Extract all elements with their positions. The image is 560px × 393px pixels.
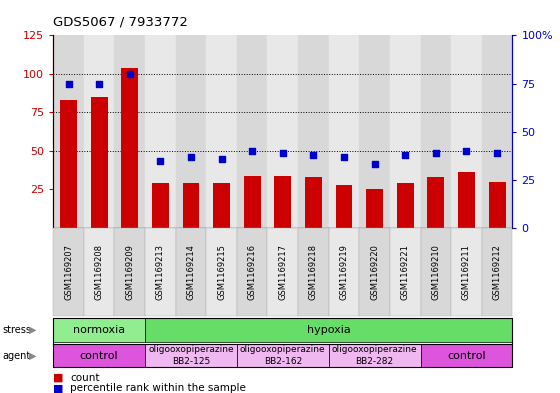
Text: agent: agent: [3, 351, 31, 361]
Point: [493, 150, 502, 156]
Text: GSM1169215: GSM1169215: [217, 244, 226, 300]
Text: GSM1169209: GSM1169209: [125, 244, 134, 300]
Point: [95, 80, 104, 86]
Text: oligooxopiperazine: oligooxopiperazine: [332, 345, 417, 354]
Point: [186, 154, 195, 160]
Point: [309, 152, 318, 158]
Bar: [298, 35, 329, 228]
Bar: [421, 35, 451, 228]
Bar: [489, 182, 506, 228]
Bar: [152, 183, 169, 228]
Point: [278, 150, 287, 156]
Bar: [53, 35, 84, 228]
Bar: [60, 100, 77, 228]
Text: GSM1169218: GSM1169218: [309, 244, 318, 300]
Text: GSM1169214: GSM1169214: [186, 244, 195, 300]
Text: BB2-162: BB2-162: [264, 357, 302, 366]
Text: GSM1169216: GSM1169216: [248, 244, 256, 300]
Text: ■: ■: [53, 383, 64, 393]
Bar: [329, 35, 360, 228]
Bar: [213, 183, 230, 228]
Bar: [206, 35, 237, 228]
Bar: [122, 68, 138, 228]
Text: BB2-282: BB2-282: [356, 357, 394, 366]
Point: [339, 154, 348, 160]
Bar: [397, 183, 414, 228]
Text: GSM1169208: GSM1169208: [95, 244, 104, 300]
Bar: [237, 35, 268, 228]
Bar: [451, 35, 482, 228]
Bar: [458, 173, 475, 228]
Text: GSM1169221: GSM1169221: [401, 244, 410, 300]
Bar: [305, 177, 322, 228]
Point: [217, 156, 226, 162]
Bar: [91, 97, 108, 228]
Point: [64, 80, 73, 86]
Point: [125, 71, 134, 77]
Text: GSM1169211: GSM1169211: [462, 244, 471, 300]
Text: GSM1169220: GSM1169220: [370, 244, 379, 300]
Text: count: count: [70, 373, 100, 383]
Point: [431, 150, 440, 156]
Bar: [366, 189, 383, 228]
Text: ■: ■: [53, 373, 64, 383]
Point: [370, 161, 379, 167]
Text: ▶: ▶: [29, 325, 36, 335]
Bar: [427, 177, 444, 228]
Bar: [360, 35, 390, 228]
Text: stress: stress: [3, 325, 32, 335]
Bar: [335, 185, 352, 228]
Text: GSM1169219: GSM1169219: [339, 244, 348, 300]
Bar: [176, 35, 206, 228]
Point: [156, 157, 165, 163]
Bar: [274, 176, 291, 228]
Text: percentile rank within the sample: percentile rank within the sample: [70, 383, 246, 393]
Bar: [390, 35, 421, 228]
Point: [401, 152, 410, 158]
Text: GSM1169212: GSM1169212: [493, 244, 502, 300]
Text: normoxia: normoxia: [73, 325, 125, 335]
Text: GDS5067 / 7933772: GDS5067 / 7933772: [53, 16, 188, 29]
Bar: [114, 35, 145, 228]
Text: hypoxia: hypoxia: [307, 325, 351, 335]
Point: [462, 148, 471, 154]
Text: ▶: ▶: [29, 351, 36, 361]
Bar: [482, 35, 512, 228]
Text: oligooxopiperazine: oligooxopiperazine: [240, 345, 325, 354]
Text: GSM1169210: GSM1169210: [431, 244, 440, 300]
Bar: [84, 35, 114, 228]
Bar: [183, 183, 199, 228]
Point: [248, 148, 256, 154]
Text: control: control: [447, 351, 486, 361]
Bar: [268, 35, 298, 228]
Text: oligooxopiperazine: oligooxopiperazine: [148, 345, 234, 354]
Text: BB2-125: BB2-125: [172, 357, 210, 366]
Bar: [244, 176, 260, 228]
Text: GSM1169213: GSM1169213: [156, 244, 165, 300]
Text: GSM1169217: GSM1169217: [278, 244, 287, 300]
Bar: [145, 35, 176, 228]
Text: GSM1169207: GSM1169207: [64, 244, 73, 300]
Text: control: control: [80, 351, 118, 361]
